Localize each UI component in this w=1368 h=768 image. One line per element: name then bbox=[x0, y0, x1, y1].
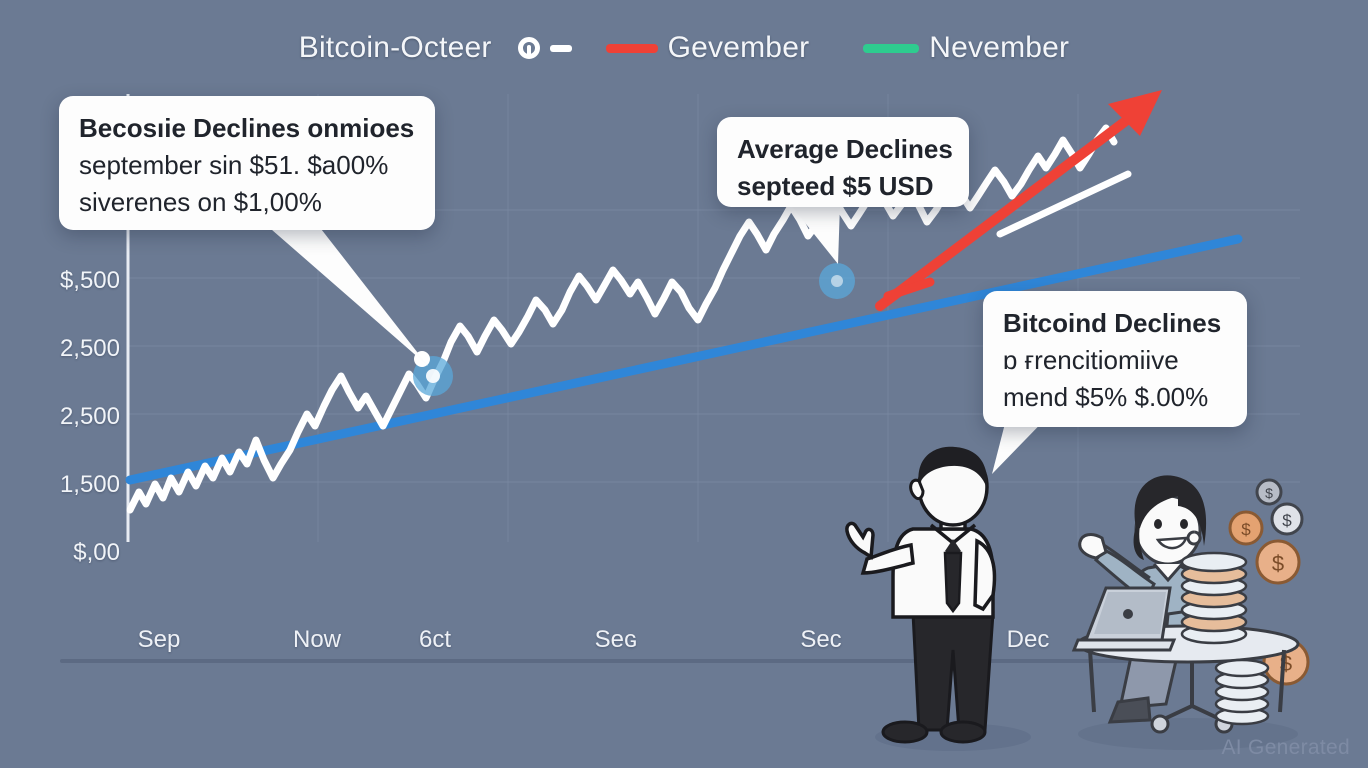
coin-icon-1: $ bbox=[1255, 478, 1283, 506]
callout-top-line-0: Average Declines bbox=[737, 134, 953, 164]
svg-text:$: $ bbox=[1282, 511, 1292, 530]
callout-top-line-1: septeed $5 USD bbox=[737, 171, 934, 201]
y-tick-0: $,500 bbox=[59, 267, 120, 294]
legend-item-nevember[interactable]: Nevember bbox=[863, 31, 1069, 65]
ring-marker-icon bbox=[517, 37, 540, 59]
legend-item-bitcoin[interactable]: Bitcoin-Octeer bbox=[299, 31, 492, 65]
legend-item-marker[interactable] bbox=[517, 37, 572, 59]
coin-icon-4: $ bbox=[1255, 539, 1301, 585]
trend-line-blue bbox=[125, 234, 1243, 485]
callout-left[interactable]: Becosıie Declines onmioes september sin … bbox=[59, 96, 435, 230]
legend-label-nevember: Nevember bbox=[929, 31, 1070, 64]
x-tick-2: 6ct bbox=[418, 626, 451, 653]
svg-text:$: $ bbox=[1241, 520, 1251, 539]
projection-line-white bbox=[996, 170, 1132, 238]
coin-stack-floor bbox=[1214, 658, 1270, 726]
callout-left-line-2: siverenes on $1,00% bbox=[79, 187, 322, 217]
x-tick-1: Now bbox=[292, 626, 341, 653]
callout-left-tail bbox=[240, 202, 428, 366]
y-tick-4: $,00 bbox=[73, 539, 120, 566]
y-tick-3: 1,500 bbox=[59, 471, 120, 498]
callout-left-line-1: september sin $51. $а00% bbox=[79, 150, 389, 180]
callout-top[interactable]: Average Declines septeed $5 USD bbox=[717, 117, 969, 207]
callout-right[interactable]: Bitcoind Declines ɒ ғrencitiomiive mend … bbox=[983, 291, 1247, 427]
callout-top-tail bbox=[790, 204, 840, 264]
dash-white-icon bbox=[549, 44, 572, 52]
callout-right-line-0: Bitcoind Declines bbox=[1003, 308, 1222, 338]
x-tick-4: Sec bbox=[800, 626, 842, 653]
coin-stack-tall bbox=[1180, 551, 1248, 645]
x-axis-divider bbox=[60, 659, 1305, 663]
y-tick-1: 2,500 bbox=[59, 335, 120, 362]
callout-right-line-2: mend $5% $.00% bbox=[1003, 382, 1209, 412]
callout-left-line-0: Becosıie Declines onmioes bbox=[79, 113, 415, 143]
callout-right-line-1: ɒ ғrencitiomiive bbox=[1003, 345, 1179, 375]
chart-legend: Bitcoin-Octeer Gevember Nevember bbox=[0, 22, 1368, 74]
marker-left bbox=[413, 351, 453, 396]
svg-text:$: $ bbox=[1265, 485, 1273, 501]
x-tick-5: Dec bbox=[1006, 626, 1050, 653]
x-tick-3: Seɢ bbox=[594, 626, 638, 653]
green-line-swatch-icon bbox=[863, 43, 920, 53]
marker-mid bbox=[819, 263, 855, 299]
legend-label-bitcoin: Bitcoin-Octeer bbox=[298, 31, 492, 64]
y-tick-2: 2,500 bbox=[59, 403, 120, 430]
x-tick-0: Sep bbox=[137, 626, 181, 653]
legend-item-gevember[interactable]: Gevember bbox=[605, 31, 810, 65]
businessman-pointing-up-illustration bbox=[845, 446, 1031, 751]
projection-arrow-red bbox=[875, 90, 1162, 311]
red-segment bbox=[883, 277, 935, 301]
coin-icon-3: $ bbox=[1228, 510, 1264, 546]
svg-text:$: $ bbox=[1272, 551, 1284, 576]
woman-at-laptop-illustration: $ $ $ $ $ bbox=[1071, 475, 1310, 750]
ai-generated-watermark: AI Generated bbox=[1221, 736, 1350, 759]
legend-label-gevember: Gevember bbox=[667, 31, 810, 64]
coin-icon-2: $ bbox=[1270, 502, 1304, 536]
red-line-swatch-icon bbox=[605, 43, 658, 53]
